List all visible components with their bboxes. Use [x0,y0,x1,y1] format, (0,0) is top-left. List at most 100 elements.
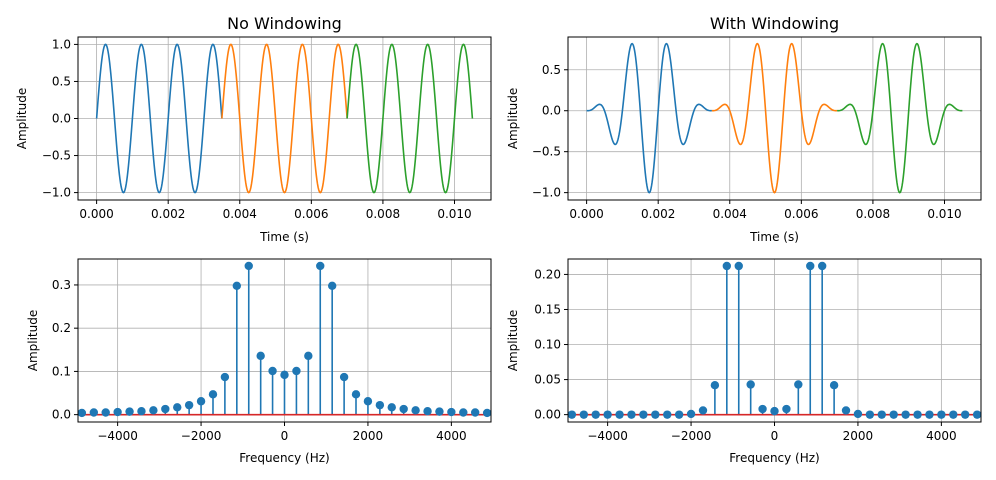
stem-marker [423,406,432,416]
x-tick-label: −4000 [587,429,628,443]
y-tick-label: 0.0 [52,408,71,422]
time-plot-with-windowing: 0.000 0.002 0.004 0.006 0.008 0.010 −1.0 −0.5 0.… [506,14,982,244]
stem-marker [411,406,420,415]
stem-marker [758,404,767,414]
x-tick-label: 0.004 [713,207,747,221]
y-tick-label: 0.20 [534,267,561,281]
stem-marker [268,366,277,376]
stem-marker [447,407,456,417]
stem-marker [686,409,696,419]
stem-marker [101,408,110,417]
spectrum-plot-with-windowing: −4000 −2000 0 2000 40000.000.050.100.150.20 … [506,258,982,465]
x-tick-label: 0.000 [569,207,603,221]
stem-marker [256,351,265,361]
stem-marker [949,410,958,419]
stem-marker [161,404,170,414]
stem-marker [877,410,886,419]
stem-marker [925,410,934,419]
x-tick-label: 2000 [353,429,384,443]
stem-marker [89,408,99,417]
stem-marker [806,261,815,271]
x-tick-label: 0.010 [437,207,471,221]
series-line-blue [586,42,712,194]
stem-marker [292,366,301,376]
stem-marker [841,406,851,415]
y-tick-label: 0.3 [52,278,71,292]
stem-marker [651,410,660,419]
y-tick-label: 0.15 [534,302,561,316]
x-axis-label: Time (s) [259,230,309,244]
y-tick-label: 0.2 [52,321,71,335]
stem-marker [363,397,373,406]
y-tick-label: −1.0 [42,186,71,200]
stem-marker [339,372,349,382]
time-plot-no-windowing: 0.000 0.002 0.004 0.006 0.008 0.010 −1.0 −0.5 0.… [15,14,492,244]
y-tick-label: 0.0 [52,112,71,126]
stem-marker [304,351,313,361]
x-tick-label: 0.004 [223,207,257,221]
y-tick-label: 0.5 [542,63,561,77]
stem-marker [387,403,396,412]
series-line-blue [95,43,223,194]
y-tick-label: −1.0 [532,186,561,200]
stem-marker [173,403,182,412]
stem-marker [913,410,922,419]
x-tick-label: 0.010 [927,207,961,221]
y-axis-label: Amplitude [26,310,40,372]
x-tick-label: −2000 [181,429,222,443]
plot-title: No Windowing [227,14,342,33]
y-axis-label: Amplitude [506,310,520,372]
x-tick-label: 0.000 [79,207,113,221]
stem-marker [137,406,146,416]
stem-marker [674,410,684,419]
stem-marker [937,410,946,419]
x-tick-label: 0.008 [366,207,400,221]
x-axis-label: Frequency (Hz) [729,451,820,465]
stem-marker [184,400,194,410]
x-tick-label: −2000 [671,429,712,443]
stem-marker [603,410,612,419]
stem-marker [865,410,875,419]
y-axis-label: Amplitude [15,88,29,150]
stem-marker [746,380,755,389]
stem-marker [639,410,648,419]
stem-marker [591,410,600,419]
stem-marker [316,261,325,271]
stem-marker [399,404,408,414]
x-tick-label: 4000 [926,429,957,443]
series-line-green [837,42,963,194]
x-tick-label: 0.002 [151,207,185,221]
y-tick-label: −0.5 [42,149,71,163]
stem-marker [232,281,242,291]
series-line-green [346,43,474,194]
y-tick-label: 0.5 [52,74,71,88]
stem-marker [351,390,361,399]
y-tick-label: 0.1 [52,364,71,378]
axes-frame [567,36,982,201]
x-axis-label: Frequency (Hz) [239,451,330,465]
y-tick-label: 0.10 [534,338,561,352]
stem-marker [196,397,206,406]
stem-marker [710,380,720,390]
stem-marker [208,390,218,399]
stem-marker [470,408,480,417]
x-tick-label: −4000 [97,429,138,443]
stem-marker [244,261,253,271]
stem-marker [280,370,289,380]
stem-marker [960,410,970,419]
stem-marker [889,410,898,419]
stem-marker [663,410,672,419]
stem-marker [829,380,839,390]
stem-marker [615,410,624,419]
spectrum-plot-no-windowing: −4000 −2000 0 2000 4000 0.0 0.1 0.2 0.3 Frequenc… [26,258,492,465]
y-tick-label: −0.5 [532,145,561,159]
stem-marker [568,410,577,419]
stem-marker [901,410,910,419]
stem-marker [113,407,122,417]
x-tick-label: 0.008 [856,207,890,221]
plot-title: With Windowing [710,14,839,33]
y-axis-label: Amplitude [506,88,520,150]
x-tick-label: 0.006 [294,207,328,221]
stem-marker [782,404,791,414]
